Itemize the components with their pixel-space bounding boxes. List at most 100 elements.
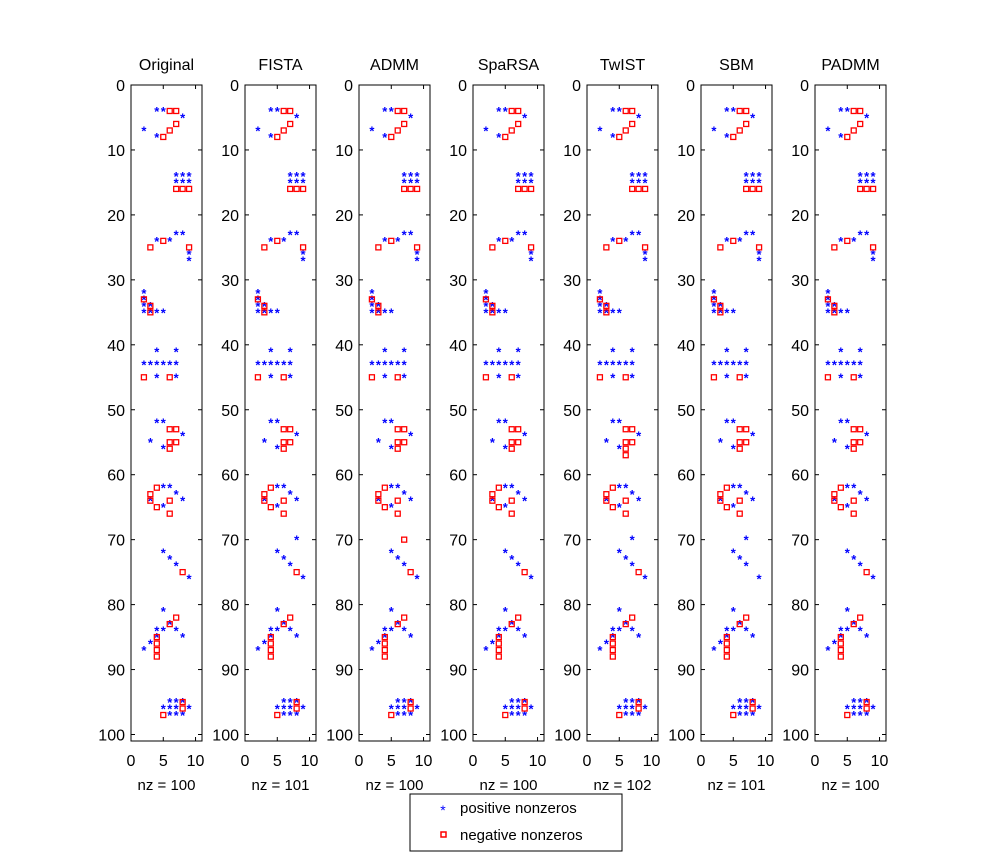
data-point-positive: *	[610, 630, 616, 645]
data-point-positive: *	[154, 305, 160, 320]
data-point-negative	[153, 646, 160, 654]
data-point-positive: *	[376, 299, 382, 314]
data-point-negative	[508, 510, 515, 517]
data-point-negative	[616, 237, 623, 245]
data-point-positive: *	[301, 169, 307, 184]
data-point-positive: *	[871, 253, 877, 268]
data-point-positive: *	[845, 416, 851, 431]
data-point-negative	[173, 107, 180, 115]
data-point-positive: *	[825, 292, 831, 307]
data-point-positive: *	[180, 175, 186, 190]
data-point-negative	[394, 426, 401, 433]
y-tick-label: 90	[677, 663, 695, 680]
data-point-positive: *	[604, 435, 610, 450]
data-point-positive: *	[604, 299, 610, 314]
y-tick-label: 10	[221, 143, 239, 160]
data-point-positive: *	[737, 617, 743, 632]
data-point-positive: *	[630, 357, 636, 372]
subplot-title: FISTA	[258, 57, 302, 74]
data-point-positive: *	[630, 624, 636, 639]
data-point-positive: *	[636, 695, 642, 710]
data-point-positive: *	[490, 435, 496, 450]
data-point-positive: *	[597, 123, 603, 138]
x-tick-label: 5	[501, 753, 510, 770]
data-point-negative	[622, 497, 629, 504]
data-point-negative	[495, 484, 502, 491]
data-point-negative	[736, 107, 743, 115]
data-point-positive: *	[623, 481, 629, 496]
data-point-positive: *	[604, 357, 610, 372]
data-point-positive: *	[711, 305, 717, 320]
data-point-positive: *	[402, 175, 408, 190]
data-point-negative	[413, 244, 421, 251]
data-point-positive: *	[180, 630, 186, 645]
data-point-negative	[166, 510, 173, 517]
data-point-negative	[730, 133, 737, 141]
data-point-positive: *	[744, 357, 750, 372]
y-tick-label: 30	[677, 273, 695, 290]
y-tick-label: 70	[563, 533, 581, 550]
data-point-negative	[850, 620, 857, 628]
data-point-positive: *	[174, 702, 180, 717]
data-point-positive: *	[832, 637, 838, 652]
data-point-positive: *	[731, 416, 737, 431]
y-tick-label: 40	[677, 338, 695, 355]
data-point-positive: *	[167, 702, 173, 717]
data-point-positive: *	[851, 695, 857, 710]
data-point-positive: *	[597, 299, 603, 314]
data-point-positive: *	[161, 416, 167, 431]
data-point-negative	[603, 491, 610, 498]
data-point-positive: *	[744, 227, 750, 242]
y-tick-label: 60	[449, 468, 467, 485]
data-point-positive: *	[389, 305, 395, 320]
data-point-negative	[482, 374, 490, 381]
data-point-negative	[173, 185, 180, 193]
data-point-positive: *	[630, 533, 636, 548]
data-point-positive: *	[643, 247, 649, 262]
y-tick-label: 70	[449, 533, 467, 550]
data-point-positive: *	[711, 286, 717, 301]
data-point-negative	[850, 439, 857, 446]
y-tick-label: 100	[98, 728, 125, 745]
data-point-negative	[287, 120, 294, 128]
data-point-negative	[261, 491, 268, 498]
data-point-negative	[160, 237, 167, 245]
data-point-positive: *	[161, 500, 167, 515]
data-point-negative	[375, 302, 382, 309]
x-tick-label: 10	[529, 753, 547, 770]
data-point-negative	[153, 484, 160, 491]
data-point-positive: *	[825, 286, 831, 301]
data-point-positive: *	[718, 305, 724, 320]
data-point-positive: *	[382, 630, 388, 645]
data-point-positive: *	[864, 175, 870, 190]
data-point-positive: *	[643, 175, 649, 190]
data-point-positive: *	[604, 305, 610, 320]
data-point-positive: *	[825, 305, 831, 320]
data-point-negative	[717, 491, 724, 498]
data-point-negative	[280, 497, 287, 504]
data-point-positive: *	[858, 695, 864, 710]
data-point-positive: *	[711, 357, 717, 372]
data-point-positive: *	[496, 416, 502, 431]
data-point-positive: *	[864, 695, 870, 710]
y-tick-label: 10	[107, 143, 125, 160]
data-point-negative	[857, 107, 864, 115]
data-point-negative	[147, 497, 154, 504]
data-point-positive: *	[858, 344, 864, 359]
data-point-positive: *	[832, 305, 838, 320]
y-tick-label: 60	[335, 468, 353, 485]
data-point-positive: *	[483, 292, 489, 307]
data-point-negative	[622, 439, 629, 446]
data-point-positive: *	[744, 169, 750, 184]
data-point-negative	[267, 633, 274, 641]
data-point-positive: *	[376, 357, 382, 372]
data-point-negative	[293, 705, 300, 712]
data-point-positive: *	[864, 708, 870, 723]
data-point-positive: *	[851, 708, 857, 723]
data-point-positive: *	[268, 357, 274, 372]
legend-positive-label: positive nonzeros	[460, 800, 577, 817]
subplot-title: SpaRSA	[478, 57, 540, 74]
data-point-positive: *	[858, 624, 864, 639]
subplot-title: SBM	[719, 57, 754, 74]
